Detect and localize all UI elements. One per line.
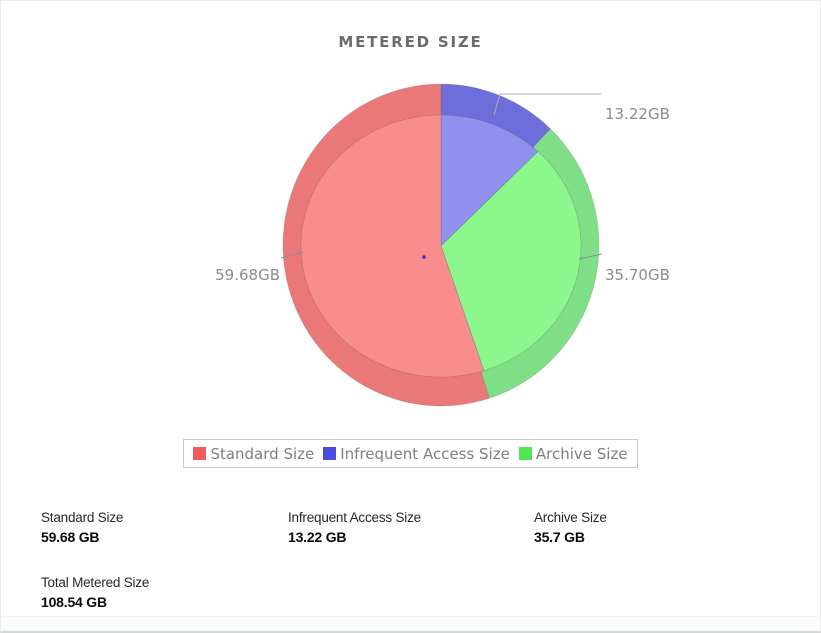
stat-archive: Archive Size 35.7 GB: [534, 510, 800, 545]
card-footer: [1, 616, 820, 631]
chart-legend: Standard Size Infrequent Access Size Arc…: [1, 439, 820, 468]
stat-standard-label: Standard Size: [41, 510, 124, 525]
legend-label-standard: Standard Size: [210, 444, 315, 463]
stat-total-value: 108.54 GB: [41, 594, 107, 610]
stat-archive-value: 35.7 GB: [534, 529, 585, 545]
stat-infrequent-label: Infrequent Access Size: [288, 510, 421, 525]
legend-box: Standard Size Infrequent Access Size Arc…: [183, 439, 638, 468]
pie-value-label-infrequent: 13.22GB: [605, 105, 670, 123]
stat-archive-label: Archive Size: [534, 510, 607, 525]
stats-row: Standard Size 59.68 GB Infrequent Access…: [41, 510, 800, 545]
legend-item-archive[interactable]: Archive Size: [518, 444, 628, 463]
pie-face-layer: [300, 114, 582, 378]
callout-line-infrequent: [493, 93, 601, 116]
pie-slice-archive-size[interactable]: [440, 150, 582, 372]
legend-label-infrequent: Infrequent Access Size: [340, 444, 510, 463]
stat-standard: Standard Size 59.68 GB: [41, 510, 288, 545]
pie-value-label-standard: 59.68GB: [215, 266, 280, 284]
tick-line-standard: [280, 251, 304, 259]
legend-item-infrequent[interactable]: Infrequent Access Size: [323, 445, 510, 463]
chart-title: METERED SIZE: [338, 33, 483, 51]
pie-chart-svg: [280, 83, 603, 407]
legend-item-standard[interactable]: Standard Size: [193, 445, 314, 463]
tick-line-archive: [578, 253, 603, 260]
legend-swatch-standard-icon: [193, 447, 207, 460]
pie-value-label-archive: 35.70GB: [605, 266, 670, 284]
pie-center-dot: [422, 255, 426, 259]
stat-infrequent-value: 13.22 GB: [288, 529, 347, 545]
legend-swatch-archive-icon: [518, 447, 532, 460]
stat-standard-value: 59.68 GB: [41, 529, 100, 545]
pie-slice-standard-size[interactable]: [300, 114, 485, 378]
stat-total: Total Metered Size 108.54 GB: [41, 575, 149, 610]
stat-infrequent: Infrequent Access Size 13.22 GB: [288, 510, 534, 545]
pie-slice-infrequent-access-size[interactable]: [440, 114, 539, 247]
stat-total-label: Total Metered Size: [41, 575, 150, 590]
legend-label-archive: Archive Size: [535, 444, 628, 463]
legend-swatch-infrequent-icon: [323, 447, 337, 460]
